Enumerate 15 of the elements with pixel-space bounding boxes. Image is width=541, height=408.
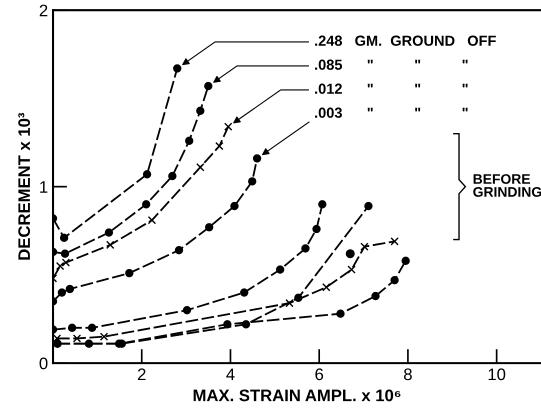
y-tick-label: 1: [40, 181, 48, 193]
annotation: .012 " " ": [315, 84, 468, 94]
x-axis-title: MAX. STRAIN AMPL. x 10⁶: [194, 390, 400, 402]
y-tick-label: 0: [40, 358, 48, 370]
annotation: .248 GM. GROUND OFF: [315, 36, 496, 46]
x-tick-label: 6: [315, 368, 324, 380]
annotation: .085 " " ": [315, 60, 468, 70]
x-tick-label: 8: [404, 368, 412, 380]
annotation: .003 " " ": [315, 108, 468, 118]
x-tick-label: 2: [138, 368, 146, 380]
x-tick-label: 10: [488, 368, 506, 380]
x-tick-label: 4: [226, 368, 235, 380]
annotation: BEFORE GRINDING: [473, 174, 541, 197]
y-tick-label: 2: [40, 4, 48, 16]
y-axis-title: DECREMENT x 10³: [18, 112, 30, 260]
